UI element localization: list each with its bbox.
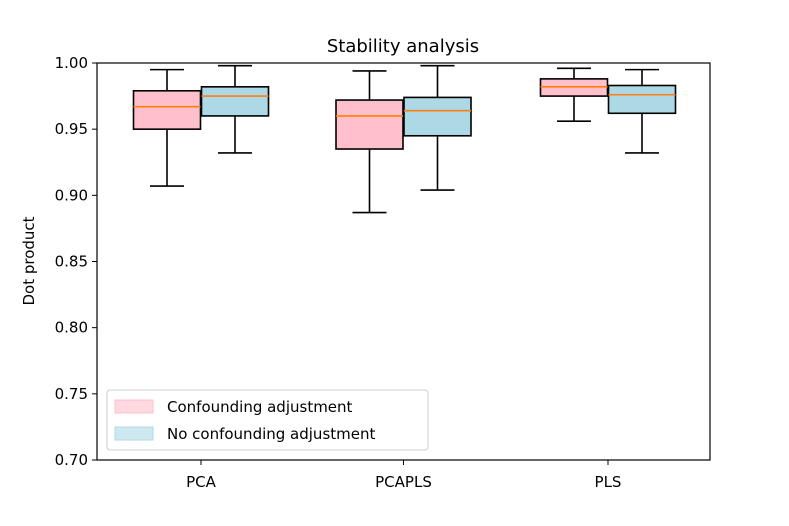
y-tick-label: 0.80 (55, 319, 88, 337)
legend-label: No confounding adjustment (167, 425, 375, 443)
box-pls-no-confounding (607, 68, 677, 154)
legend-swatch (114, 399, 154, 414)
x-tick-label: PLS (595, 473, 622, 491)
y-tick-label: 0.95 (55, 120, 88, 138)
box-pcapls-confounding (335, 70, 404, 214)
legend: Confounding adjustment No confounding adj… (106, 389, 429, 451)
x-tick-label: PCAPLS (375, 473, 432, 491)
box-pca-no-confounding (200, 64, 270, 154)
iqr-box (335, 99, 404, 150)
y-tick-label: 0.70 (55, 451, 88, 469)
legend-label: Confounding adjustment (167, 398, 353, 416)
y-axis-label: Dot product (20, 216, 38, 305)
plot-frame (96, 62, 711, 461)
iqr-box (132, 89, 202, 130)
y-tick-label: 0.90 (55, 186, 88, 204)
x-tick-label: PCA (186, 473, 217, 491)
iqr-box (403, 96, 472, 137)
chart-title: Stability analysis (327, 36, 479, 57)
y-tick-label: 0.75 (55, 385, 88, 403)
iqr-box (200, 86, 270, 117)
y-tick-label: 1.00 (55, 54, 88, 72)
box-pls-confounding (539, 67, 609, 123)
legend-swatch (114, 426, 154, 441)
box-plots (132, 64, 677, 214)
y-axis-ticks: 0.70 0.75 0.80 0.85 0.90 0.95 1.00 (55, 54, 97, 469)
legend-box (106, 389, 429, 451)
y-tick-label: 0.85 (55, 253, 88, 271)
box-pcapls-no-confounding (403, 64, 472, 191)
x-axis-ticks: PCA PCAPLS PLS (186, 460, 621, 491)
iqr-box (607, 84, 677, 115)
box-pca-confounding (132, 68, 202, 187)
